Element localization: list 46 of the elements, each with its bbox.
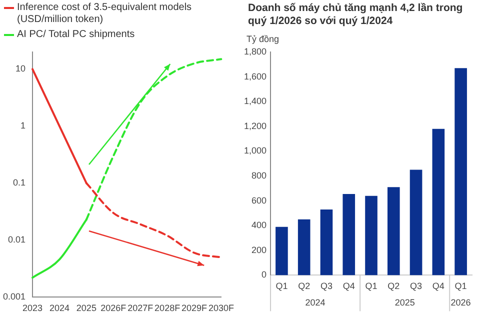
- legend-label: Inference cost of 3.5-equivalent models (USD/million token): [17, 2, 193, 26]
- x-tick-label: 2027F: [128, 303, 154, 314]
- bar: [387, 187, 400, 276]
- x-tick-label: 2024: [49, 303, 70, 314]
- y-tick-label: 1,600: [244, 71, 267, 82]
- x-tick-label: Q1: [365, 281, 378, 292]
- chart-title: Doanh số máy chủ tăng mạnh 4,2 lần trong quý 1/2026 so với quý 1/2024: [248, 2, 464, 28]
- x-tick-label: 2029F: [182, 303, 208, 314]
- bar: [298, 219, 310, 276]
- x-tick-label: 2028F: [154, 303, 181, 314]
- y-tick-label: 1,800: [244, 46, 267, 56]
- x-tick-label: 2030F: [208, 303, 234, 314]
- bar: [454, 68, 467, 276]
- x-tick-label: Q2: [298, 281, 310, 292]
- y-tick-label: 1: [20, 120, 26, 131]
- y-tick-label: 1,000: [244, 146, 267, 156]
- legend-label: AI PC/ Total PC shipments: [17, 29, 135, 41]
- bar: [365, 196, 378, 276]
- y-tick-label: 0.01: [8, 234, 26, 245]
- x-tick-label: 2026F: [100, 303, 127, 314]
- y-tick-label: 200: [251, 244, 267, 255]
- y-tick-label: 1,400: [244, 96, 267, 106]
- bar: [320, 209, 333, 276]
- y-tick-label: 1,200: [244, 120, 267, 131]
- y-tick-label: 800: [251, 170, 267, 180]
- x-tick-label: Q1: [276, 281, 288, 292]
- x-tick-label: Q2: [388, 281, 400, 292]
- text: 2026: [450, 298, 471, 308]
- x-tick-label: Q3: [320, 281, 332, 292]
- y-tick-label: 0.001: [2, 292, 26, 302]
- y-tick-label: 10: [16, 64, 26, 74]
- x-tick-label: Q4: [342, 281, 355, 292]
- x-tick-label: Q3: [410, 281, 422, 292]
- y-tick-label: 400: [251, 220, 267, 230]
- x-tick-label: 2025: [76, 303, 96, 314]
- y-tick-label: 0.1: [13, 178, 26, 188]
- x-tick-label: Q4: [432, 281, 444, 292]
- x-tick-label: Q1: [454, 281, 467, 292]
- bar: [276, 226, 288, 276]
- y-tick-label: 0: [262, 270, 267, 280]
- bar: [432, 128, 445, 276]
- x-tick-label: 2023: [22, 303, 43, 314]
- bar: [410, 170, 422, 276]
- y-axis-title: Tỷ đồng: [246, 34, 280, 44]
- bar: [342, 194, 356, 276]
- y-tick-label: 600: [251, 195, 267, 206]
